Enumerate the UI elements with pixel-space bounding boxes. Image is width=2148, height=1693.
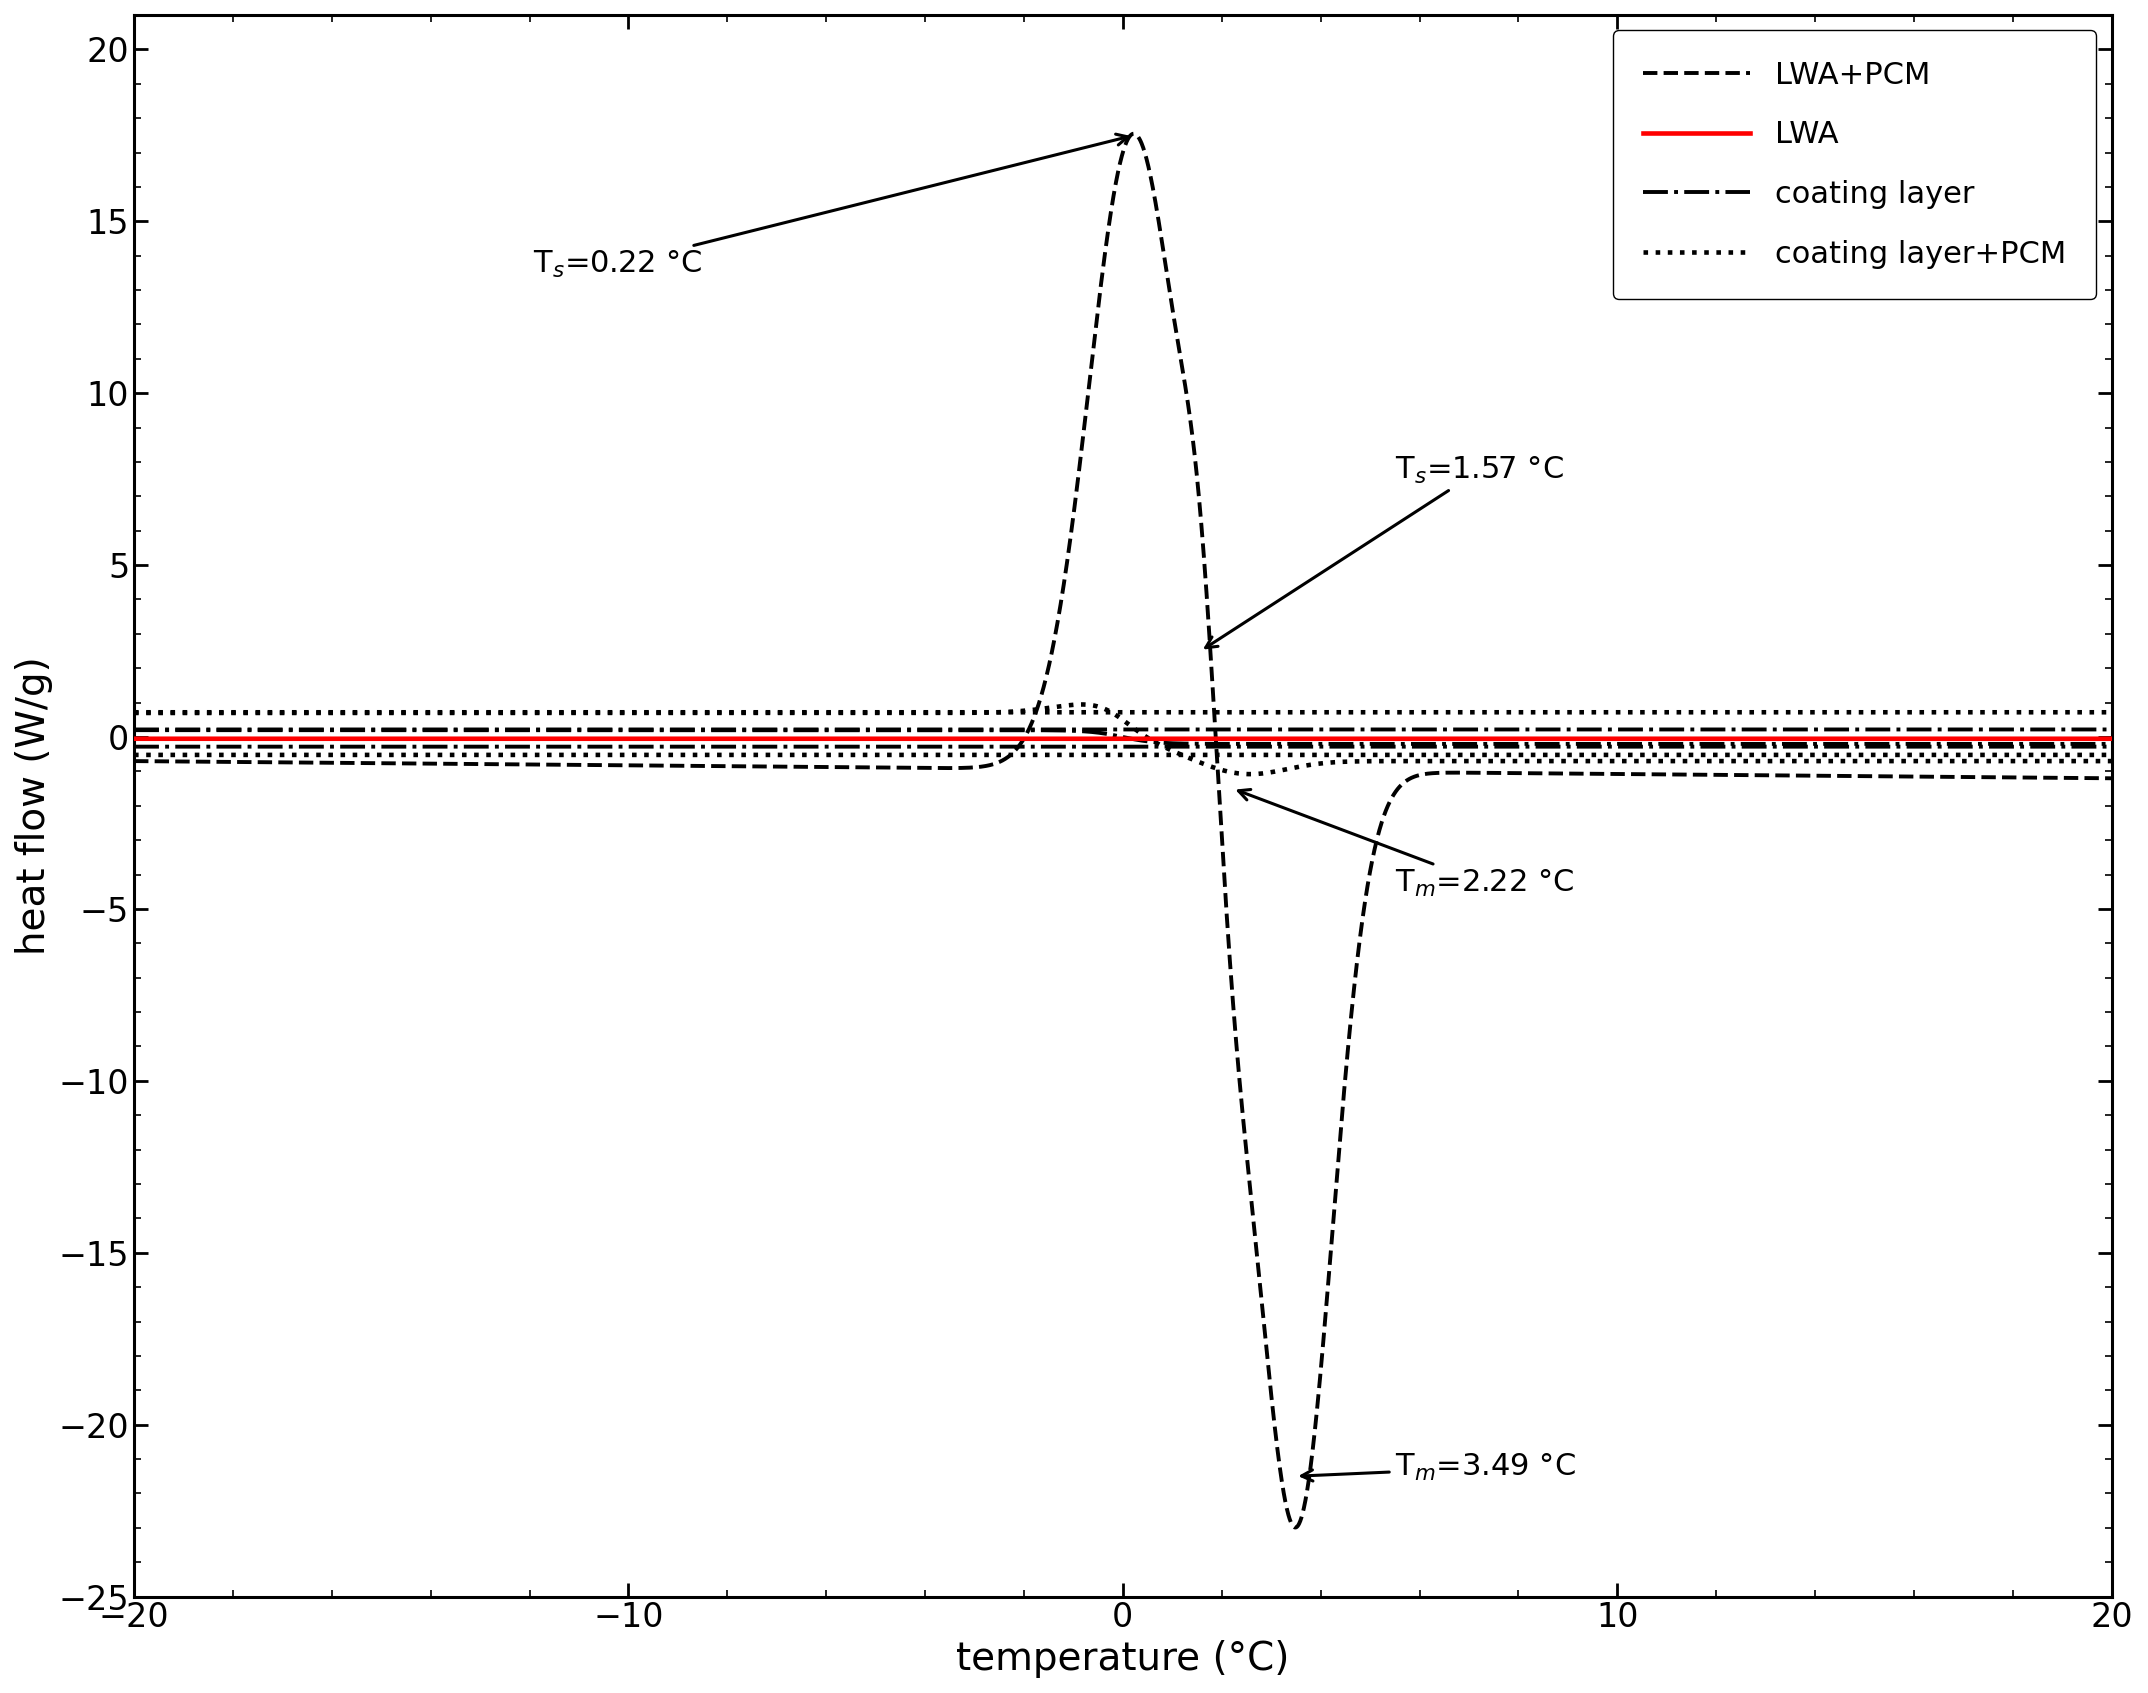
X-axis label: temperature (°C): temperature (°C) (956, 1641, 1289, 1678)
Y-axis label: heat flow (W/g): heat flow (W/g) (15, 657, 54, 955)
Text: T$_s$=1.57 °C: T$_s$=1.57 °C (1205, 455, 1564, 648)
Legend: LWA+PCM, LWA, coating layer, coating layer+PCM: LWA+PCM, LWA, coating layer, coating lay… (1613, 30, 2096, 300)
Text: T$_s$=0.22 °C: T$_s$=0.22 °C (533, 134, 1128, 279)
Text: T$_m$=3.49 °C: T$_m$=3.49 °C (1302, 1453, 1577, 1483)
Text: T$_m$=2.22 °C: T$_m$=2.22 °C (1239, 789, 1574, 899)
